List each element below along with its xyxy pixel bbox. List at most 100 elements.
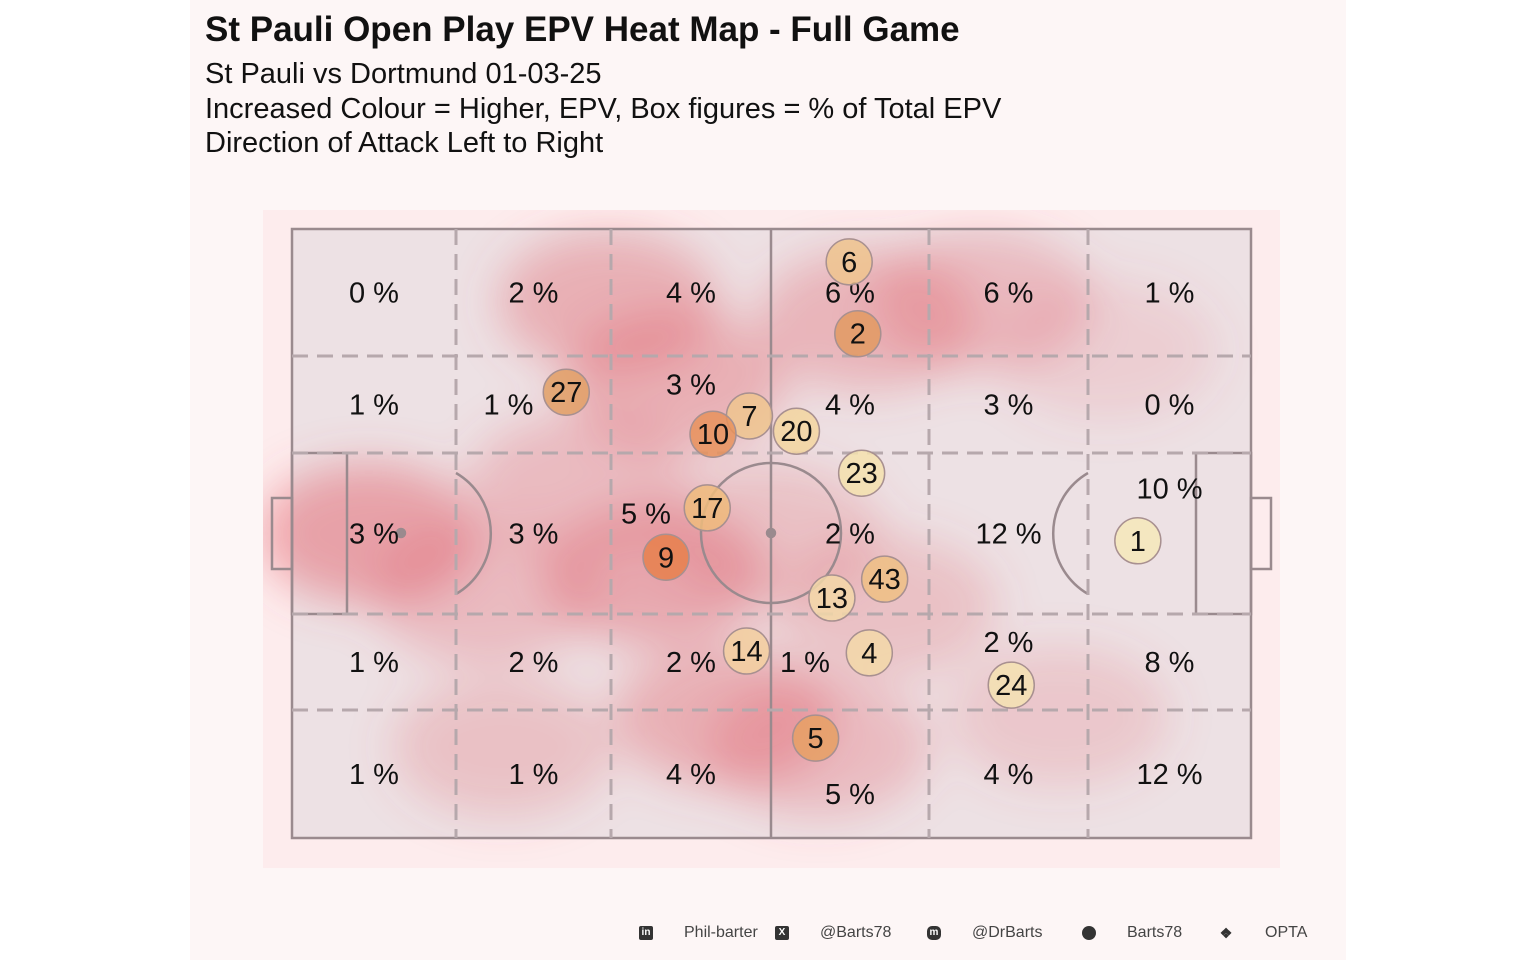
left-penalty-arc: [455, 471, 492, 596]
player-marker: 43: [860, 555, 909, 603]
player-number: 24: [995, 670, 1027, 702]
zone-percentage: 12 %: [975, 519, 1041, 551]
zone-percentage: 1 %: [349, 759, 399, 791]
player-number: 43: [869, 564, 901, 596]
player-marker: 27: [542, 368, 591, 416]
linkedin-icon: in: [639, 926, 653, 940]
footer-github[interactable]: Barts78: [1127, 924, 1183, 941]
player-number: 23: [846, 458, 878, 490]
player-number: 6: [841, 247, 857, 279]
zone-percentage: 2 %: [666, 647, 716, 679]
zone-labels: 0 % 2 % 4 % 6 % 6 % 1 %1 % 1 %3 %4 % 3 % 0 %3 % 3…: [349, 278, 1203, 812]
player-markers: 6 2 27 7 10 20 23 17 9 43 13 14 4 24 5 1: [542, 238, 1162, 762]
footer-mastodon[interactable]: @DrBarts: [972, 924, 1043, 941]
zone-percentage: 6 %: [984, 278, 1034, 310]
left-penalty-spot: [395, 527, 407, 539]
player-number: 14: [730, 636, 762, 668]
zone-percentage: 4 %: [825, 390, 875, 422]
zone-percentage: 0 %: [349, 278, 399, 310]
player-number: 27: [550, 377, 582, 409]
density-hotspot: [997, 280, 1218, 421]
right-penalty-arc: [1052, 471, 1089, 596]
player-marker: 4: [845, 629, 894, 677]
player-number: 17: [691, 493, 723, 525]
player-marker: 23: [837, 449, 886, 497]
zone-percentage: 2 %: [984, 627, 1034, 659]
footer-source: OPTA: [1265, 924, 1308, 941]
zone-percentage: 3 %: [349, 519, 399, 551]
zone-percentage: 5 %: [825, 779, 875, 811]
zone-percentage: 4 %: [666, 278, 716, 310]
zone-percentage: 2 %: [825, 519, 875, 551]
right-goal: [1249, 496, 1273, 571]
zone-percentage: 3 %: [666, 370, 716, 402]
player-circle: [825, 238, 873, 286]
centre-spot: [765, 527, 777, 539]
subtitle-direction: Direction of Attack Left to Right: [205, 127, 604, 159]
zone-percentage: 0 %: [1145, 390, 1195, 422]
player-number: 5: [808, 723, 824, 755]
footer-linkedin[interactable]: Phil-barter: [684, 924, 758, 941]
player-circle: [845, 629, 894, 677]
player-circle: [772, 407, 821, 455]
player-marker: 14: [722, 627, 771, 675]
player-number: 20: [780, 416, 812, 448]
zone-percentage: 1 %: [349, 647, 399, 679]
player-number: 13: [816, 583, 848, 615]
player-circle: [791, 714, 840, 762]
player-circle: [689, 410, 737, 458]
zone-percentage: 10 %: [1136, 474, 1202, 506]
density-hotspot: [392, 676, 613, 817]
zone-percentage: 3 %: [984, 390, 1034, 422]
x-icon: X: [775, 926, 789, 940]
subtitle-match: St Pauli vs Dortmund 01-03-25: [205, 58, 602, 90]
player-circle: [860, 555, 909, 603]
zone-grid: [292, 229, 1251, 838]
player-marker: 5: [791, 714, 840, 762]
player-circle: [987, 661, 1035, 709]
mastodon-icon: m: [927, 926, 941, 940]
zone-percentage: 5 %: [621, 499, 671, 531]
player-number: 10: [697, 419, 729, 451]
centre-circle: [699, 461, 843, 605]
player-circle: [837, 449, 886, 497]
player-circle: [722, 627, 771, 675]
zone-percentage: 2 %: [509, 647, 559, 679]
player-circle: [1114, 517, 1162, 565]
player-marker: 20: [772, 407, 821, 455]
density-hotspot: [373, 524, 594, 665]
player-number: 2: [850, 319, 866, 351]
footer-x[interactable]: @Barts78: [820, 924, 892, 941]
zone-percentage: 1 %: [1145, 278, 1195, 310]
player-marker: 2: [834, 309, 882, 358]
player-marker: 13: [808, 574, 856, 622]
player-circle: [642, 533, 690, 582]
zone-percentage: 12 %: [1136, 759, 1202, 791]
player-number: 4: [861, 638, 877, 670]
player-circle: [683, 484, 731, 532]
zone-percentage: 1 %: [780, 647, 830, 679]
player-number: 1: [1130, 526, 1146, 558]
density-hotspot: [469, 414, 690, 555]
player-marker: 6: [825, 238, 873, 286]
zone-percentage: 8 %: [1145, 647, 1195, 679]
player-circle: [808, 574, 856, 622]
zone-percentage: 1 %: [484, 390, 534, 422]
player-marker: 1: [1114, 517, 1162, 565]
zone-percentage: 1 %: [349, 390, 399, 422]
zone-percentage: 1 %: [509, 759, 559, 791]
chart-title: St Pauli Open Play EPV Heat Map - Full G…: [205, 10, 960, 49]
github-icon: [1082, 926, 1096, 940]
zone-percentage: 2 %: [509, 278, 559, 310]
player-marker: 10: [689, 410, 737, 458]
subtitle-legend: Increased Colour = Higher, EPV, Box figu…: [205, 93, 1002, 125]
player-number: 9: [658, 542, 674, 574]
zone-percentage: 3 %: [509, 519, 559, 551]
density-layer: [263, 232, 1218, 817]
dropbox-icon: ❖: [1219, 925, 1233, 941]
player-marker: 7: [725, 392, 774, 440]
player-marker: 9: [642, 533, 690, 582]
player-number: 7: [741, 401, 757, 433]
zone-percentage: 4 %: [666, 759, 716, 791]
